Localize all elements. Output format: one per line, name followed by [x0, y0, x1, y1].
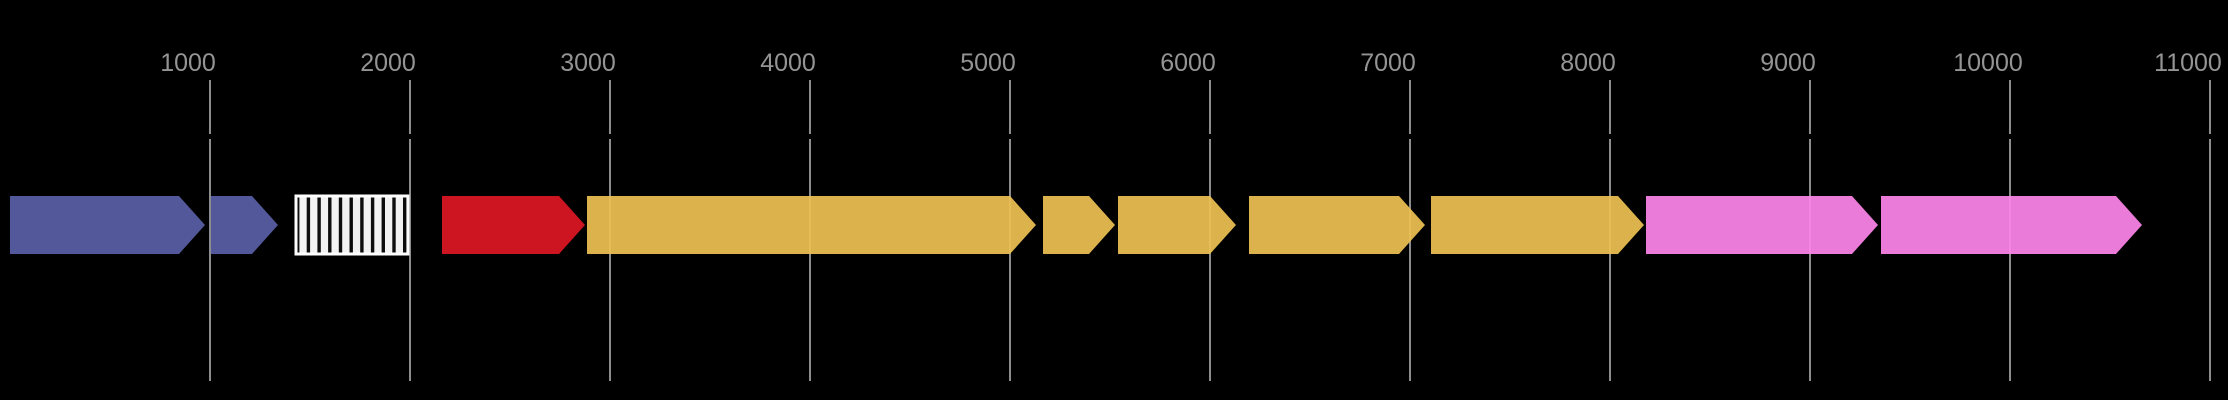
gene-arrow: [211, 196, 278, 254]
axis-tick-label: 4000: [760, 49, 816, 77]
gene-feature-layer: [10, 194, 2142, 256]
gene-arrow: [10, 196, 205, 254]
axis-tick-label: 5000: [960, 49, 1016, 77]
axis-tick-label: 10000: [1953, 49, 2023, 77]
axis-tick-label: 7000: [1360, 49, 1416, 77]
axis-tick-label: 11000: [2154, 49, 2222, 77]
gene-arrow: [1043, 196, 1115, 254]
gene-arrow: [1118, 196, 1236, 254]
gene-arrow: [1431, 196, 1644, 254]
axis-tick-label: 1000: [160, 49, 216, 77]
axis-tick-label: 9000: [1760, 49, 1816, 77]
axis-tick-label: 8000: [1560, 49, 1616, 77]
gene-arrow: [1249, 196, 1425, 254]
gene-arrow: [1881, 196, 2142, 254]
axis-tick-label: 2000: [360, 49, 416, 77]
hatched-gene-box: [294, 194, 410, 256]
axis-tick-label: 6000: [1160, 49, 1216, 77]
gene-arrow: [1646, 196, 1878, 254]
axis-label-layer: 1000 2000 3000 4000 5000 6000 7000 8000 9000 1000…: [160, 49, 2222, 77]
axis-tick-label: 3000: [560, 49, 616, 77]
axis-grid-layer: [209, 80, 2211, 381]
gene-arrow: [587, 196, 1036, 254]
gene-arrow: [442, 196, 585, 254]
